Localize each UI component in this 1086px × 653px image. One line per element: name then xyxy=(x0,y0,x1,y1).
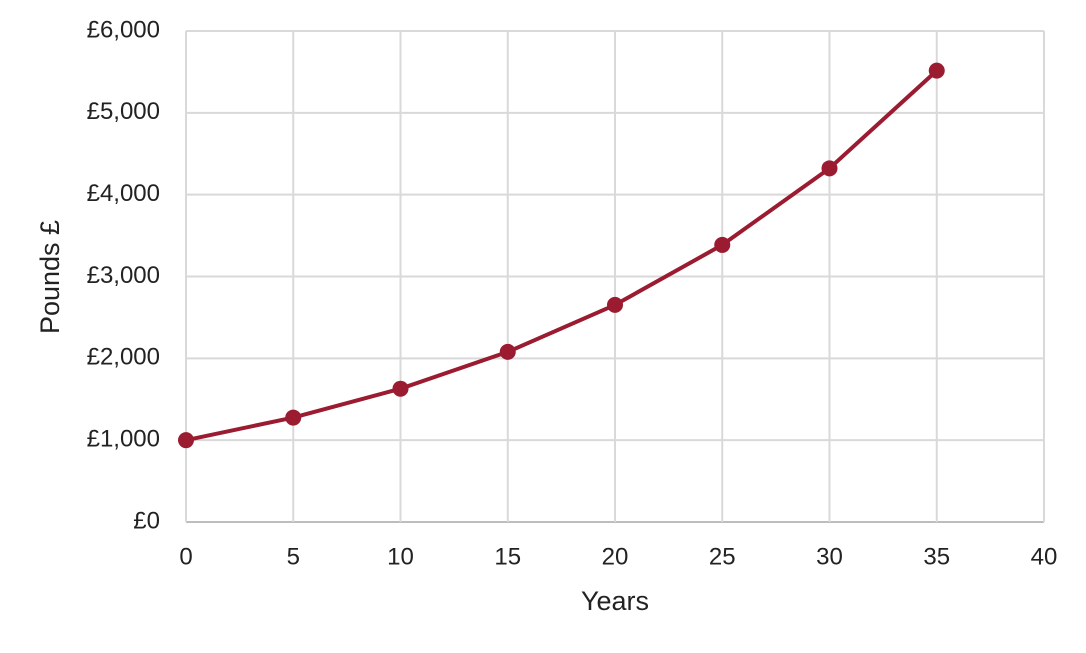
x-tick-label: 0 xyxy=(179,543,192,570)
y-tick-label: £4,000 xyxy=(87,180,160,207)
x-tick-label: 10 xyxy=(387,543,414,570)
y-tick-label: £2,000 xyxy=(87,344,160,371)
data-point xyxy=(499,343,516,360)
data-point xyxy=(607,296,623,313)
x-tick-label: 25 xyxy=(709,543,736,570)
data-point xyxy=(714,236,731,253)
x-tick-label: 35 xyxy=(923,543,950,570)
data-point xyxy=(821,160,838,177)
data-point xyxy=(285,409,302,426)
y-tick-label: £1,000 xyxy=(87,426,160,453)
x-tick-label: 40 xyxy=(1031,543,1058,570)
y-tick-label: £5,000 xyxy=(87,98,160,125)
x-axis-title: Years xyxy=(581,586,649,616)
x-tick-label: 30 xyxy=(816,543,843,570)
y-tick-label: £6,000 xyxy=(87,16,160,43)
x-tick-label: 15 xyxy=(494,543,521,570)
y-tick-label: £0 xyxy=(133,507,160,534)
data-line xyxy=(185,69,939,443)
data-point xyxy=(392,380,409,397)
data-point xyxy=(928,62,945,79)
y-axis-title: Pounds £ xyxy=(35,220,65,334)
data-point xyxy=(178,432,194,449)
x-tick-label: 5 xyxy=(287,543,300,570)
y-tick-label: £3,000 xyxy=(87,262,160,289)
x-tick-label: 20 xyxy=(602,543,629,570)
